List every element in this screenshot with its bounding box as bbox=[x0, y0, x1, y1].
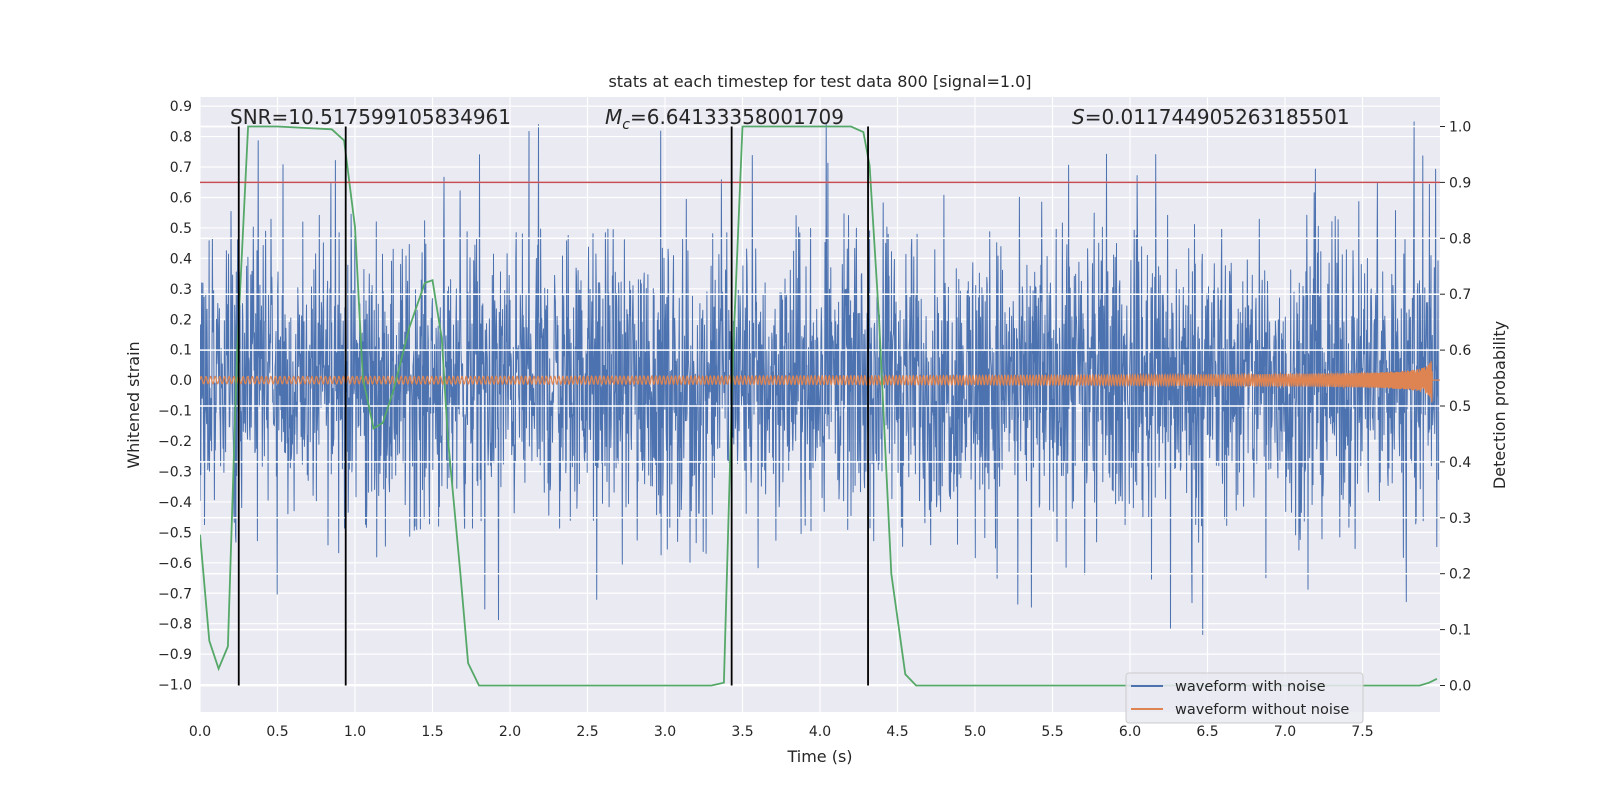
right-y-tick-label: 0.6 bbox=[1449, 343, 1471, 359]
right-y-tick-label: 1.0 bbox=[1449, 120, 1471, 136]
x-tick-label: 0.5 bbox=[266, 724, 288, 740]
left-y-tick-label: −0.6 bbox=[158, 556, 192, 572]
left-y-tick-label: −0.4 bbox=[158, 495, 192, 511]
x-tick-label: 7.5 bbox=[1351, 724, 1373, 740]
event-markers bbox=[237, 126, 869, 686]
x-tick-label: 3.0 bbox=[654, 724, 676, 740]
right-y-tick-label: 0.0 bbox=[1449, 679, 1471, 695]
chirp-mass-annotation: Mc=6.64133358001709 bbox=[605, 105, 844, 133]
detection-probability-line bbox=[200, 125, 1438, 687]
left-y-tick-label: 0.9 bbox=[170, 99, 192, 115]
x-tick-label: 6.5 bbox=[1196, 724, 1218, 740]
left-y-tick-label: 0.1 bbox=[170, 343, 192, 359]
right-y-axis-label: Detection probability bbox=[1490, 321, 1509, 489]
x-tick-label: 1.0 bbox=[344, 724, 366, 740]
x-tick-label: 1.5 bbox=[421, 724, 443, 740]
left-y-tick-label: −1.0 bbox=[158, 678, 192, 694]
right-y-tick-label: 0.9 bbox=[1449, 175, 1471, 191]
right-y-tick-label: 0.5 bbox=[1449, 399, 1471, 415]
x-ticks: 0.0 0.5 1.0 1.5 2.0 2.5 3.0 3.5 4.0 4.5 5.0 5.5 6.0 6… bbox=[189, 724, 1374, 740]
left-y-tick-label: −0.2 bbox=[158, 434, 192, 450]
x-tick-label: 6.0 bbox=[1119, 724, 1141, 740]
x-tick-label: 7.0 bbox=[1274, 724, 1296, 740]
left-y-tick-label: −0.1 bbox=[158, 404, 192, 420]
x-tick-label: 3.5 bbox=[731, 724, 753, 740]
x-tick-label: 4.5 bbox=[886, 724, 908, 740]
x-axis-label: Time (s) bbox=[786, 747, 852, 766]
left-y-tick-label: 0.0 bbox=[170, 373, 192, 389]
x-tick-label: 5.0 bbox=[964, 724, 986, 740]
right-y-tick-label: 0.1 bbox=[1449, 623, 1471, 639]
left-y-tick-label: 0.7 bbox=[170, 160, 192, 176]
left-y-tick-label: 0.4 bbox=[170, 251, 192, 267]
x-tick-label: 2.0 bbox=[499, 724, 521, 740]
right-y-tick-label: 0.7 bbox=[1449, 287, 1471, 303]
left-y-tick-label: 0.5 bbox=[170, 221, 192, 237]
legend: waveform with noise waveform without noi… bbox=[1125, 672, 1364, 724]
right-y-tick-label: 0.3 bbox=[1449, 511, 1471, 527]
x-tick-label: 4.0 bbox=[809, 724, 831, 740]
left-y-ticks: 0.9 0.8 0.7 0.6 0.5 0.4 0.3 0.2 0.1 0.0 −0.1 −0.2 −0… bbox=[158, 99, 192, 693]
left-y-tick-label: −0.7 bbox=[158, 586, 192, 602]
x-tick-label: 0.0 bbox=[189, 724, 211, 740]
left-y-tick-label: −0.8 bbox=[158, 617, 192, 633]
right-y-tick-label: 0.4 bbox=[1449, 455, 1471, 471]
left-y-tick-label: 0.6 bbox=[170, 190, 192, 206]
left-y-tick-label: 0.3 bbox=[170, 282, 192, 298]
legend-label-noise: waveform with noise bbox=[1175, 679, 1326, 695]
right-y-ticks: 1.0 0.9 0.8 0.7 0.6 0.5 0.4 0.3 0.2 0.1 0.0 bbox=[1440, 120, 1471, 695]
x-tick-label: 5.5 bbox=[1041, 724, 1063, 740]
left-y-tick-label: 0.8 bbox=[170, 130, 192, 146]
left-y-tick-label: −0.9 bbox=[158, 647, 192, 663]
left-y-tick-label: −0.5 bbox=[158, 525, 192, 541]
snr-annotation: SNR=10.517599105834961 bbox=[230, 105, 511, 129]
right-y-tick-label: 0.2 bbox=[1449, 567, 1471, 583]
left-y-axis-label: Whitened strain bbox=[124, 341, 143, 468]
waveform-without-noise-line bbox=[200, 361, 1440, 403]
legend-label-clean: waveform without noise bbox=[1175, 702, 1349, 718]
left-y-tick-label: 0.2 bbox=[170, 312, 192, 328]
x-tick-label: 2.5 bbox=[576, 724, 598, 740]
s-annotation: S=0.011744905263185501 bbox=[1072, 105, 1350, 129]
chart-title: stats at each timestep for test data 800… bbox=[608, 72, 1031, 91]
legend-box bbox=[1125, 672, 1364, 724]
right-y-tick-label: 0.8 bbox=[1449, 231, 1471, 247]
left-y-tick-label: −0.3 bbox=[158, 464, 192, 480]
